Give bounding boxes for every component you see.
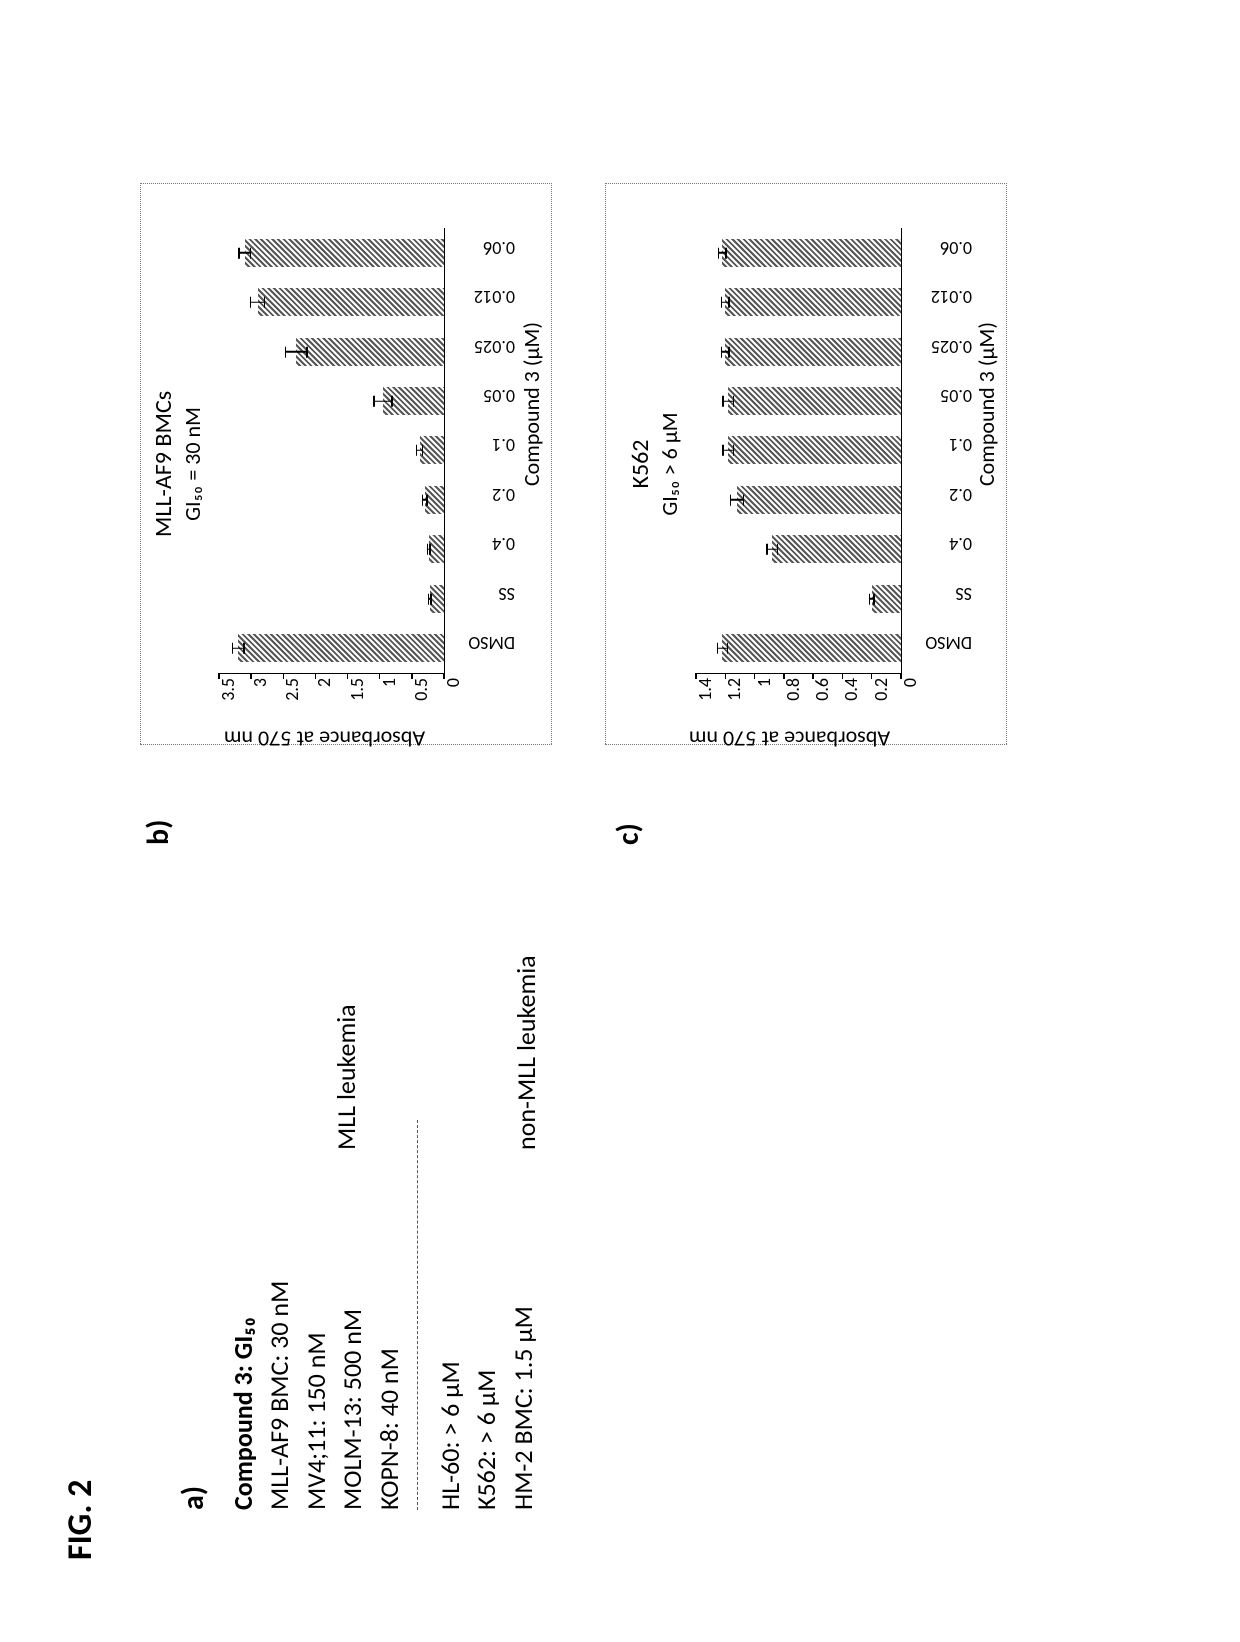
chart-bar [772,535,901,563]
ytick-label: 0.2 [870,678,892,701]
gi50-row: KOPN-8: 40 nM [371,1110,407,1510]
ytick-label: 1 [753,678,775,687]
xtick-label: 0.025 [474,336,515,358]
error-bar [238,252,251,254]
chart-c-wrap: K562 GI₅₀ > 6 μM Absorbance at 570 nm Co… [605,183,1007,745]
chart-c-title: K562 [626,184,655,744]
gi50-row: K562: > 6 μM [468,1110,504,1510]
chart-bar [728,387,901,415]
xtick-label: 0.05 [940,385,972,407]
ytick-label: 2 [313,678,335,687]
xtick-label: 0.4 [949,533,972,555]
chart-bar [728,437,901,465]
ytick-label: 1.2 [723,678,745,701]
chart-bar [722,634,901,662]
chart-b-title: MLL-AF9 BMCs [149,184,178,744]
panel-a-header: Compound 3: GI₅₀ [225,1110,261,1510]
separator [417,1120,418,1510]
xtick-label: 0.012 [474,286,515,308]
chart-b-xticks: DMSO SS 0.4 0.2 0.1 0.05 0.025 0.012 0.06 [444,229,524,674]
rotated-canvas: FIG. 2 a) Compound 3: GI₅₀ MLL-AF9 BMC: … [60,80,1160,1580]
xtick-label: 0.2 [949,484,972,506]
chart-c-plot [696,228,902,674]
error-bar [427,549,431,551]
ytick-label: 0.4 [840,678,862,701]
chart-c-yticks: 00.20.40.60.811.21.4 [696,676,901,744]
error-bar [422,499,428,501]
error-bar [722,450,734,452]
panel-a-table: Compound 3: GI₅₀ MLL-AF9 BMC: 30 nM MV4;… [225,1110,541,1510]
error-bar [250,301,265,303]
xtick-label: 0.06 [940,237,972,259]
chart-bar [725,288,901,316]
error-bar [373,400,392,402]
error-bar [721,351,730,353]
chart-bar [245,239,444,267]
xtick-label: SS [498,583,515,605]
ytick-label: 0 [899,678,921,687]
xtick-label: 0.012 [931,286,972,308]
ytick-label: 1.4 [694,678,716,701]
ytick-label: 2.5 [281,678,303,701]
xtick-label: 0.05 [483,385,515,407]
gi50-row: MV4;11: 150 nM [298,1110,334,1510]
chart-bar [872,585,901,613]
xtick-label: DMSO [468,632,515,654]
panel-letter-b: b) [140,820,177,845]
gi50-row: MOLM-13: 500 nM [334,1110,370,1510]
error-bar [717,648,729,650]
error-bar [869,598,875,600]
chart-bar [429,535,444,563]
chart-bar [725,338,901,366]
ytick-label: 0 [442,678,464,687]
chart-c-xticks: DMSO SS 0.4 0.2 0.1 0.05 0.025 0.012 0.06 [901,229,981,674]
ytick-label: 1.5 [346,678,368,701]
gi50-row: HM-2 BMC: 1.5 μM [505,1110,541,1510]
panel-letter-a: a) [175,1486,212,1510]
xtick-label: 0.1 [492,435,515,457]
xtick-label: SS [955,583,972,605]
chart-bar [238,634,444,662]
error-bar [285,351,308,353]
chart-b-yticks: 00.511.522.533.5 [219,676,444,744]
xtick-label: 0.06 [483,237,515,259]
ytick-label: 0.8 [782,678,804,701]
chart-bar [430,585,444,613]
chart-bar [258,288,444,316]
chart-b-plot [219,228,445,674]
error-bar [428,598,432,600]
xtick-label: 0.4 [492,533,515,555]
ytick-label: 1 [378,678,400,687]
ytick-label: 3 [249,678,271,687]
chart-bar [722,239,901,267]
error-bar [718,252,727,254]
gi50-row: MLL-AF9 BMC: 30 nM [261,1110,297,1510]
page: FIG. 2 a) Compound 3: GI₅₀ MLL-AF9 BMC: … [0,0,1240,1642]
chart-bar [296,338,444,366]
error-bar [721,301,730,303]
xtick-label: 0.2 [492,484,515,506]
chart-bar [737,486,901,514]
panel-letter-c: c) [610,823,647,845]
chart-b-subtitle: GI₅₀ = 30 nM [179,184,206,744]
gi50-row: HL-60: > 6 μM [432,1110,468,1510]
non-mll-leukemia-label: non-MLL leukemia [510,955,542,1150]
xtick-label: 0.1 [949,435,972,457]
error-bar [232,648,245,650]
ytick-label: 3.5 [217,678,239,701]
ytick-label: 0.5 [410,678,432,701]
chart-c-subtitle: GI₅₀ > 6 μM [656,184,683,744]
error-bar [416,450,424,452]
error-bar [730,499,745,501]
mll-leukemia-label: MLL leukemia [330,1004,362,1150]
chart-b-wrap: MLL-AF9 BMCs GI₅₀ = 30 nM Absorbance at … [140,183,552,745]
error-bar [766,549,778,551]
figure-label: FIG. 2 [60,1480,101,1560]
error-bar [722,400,734,402]
xtick-label: DMSO [925,632,972,654]
xtick-label: 0.025 [931,336,972,358]
ytick-label: 0.6 [811,678,833,701]
